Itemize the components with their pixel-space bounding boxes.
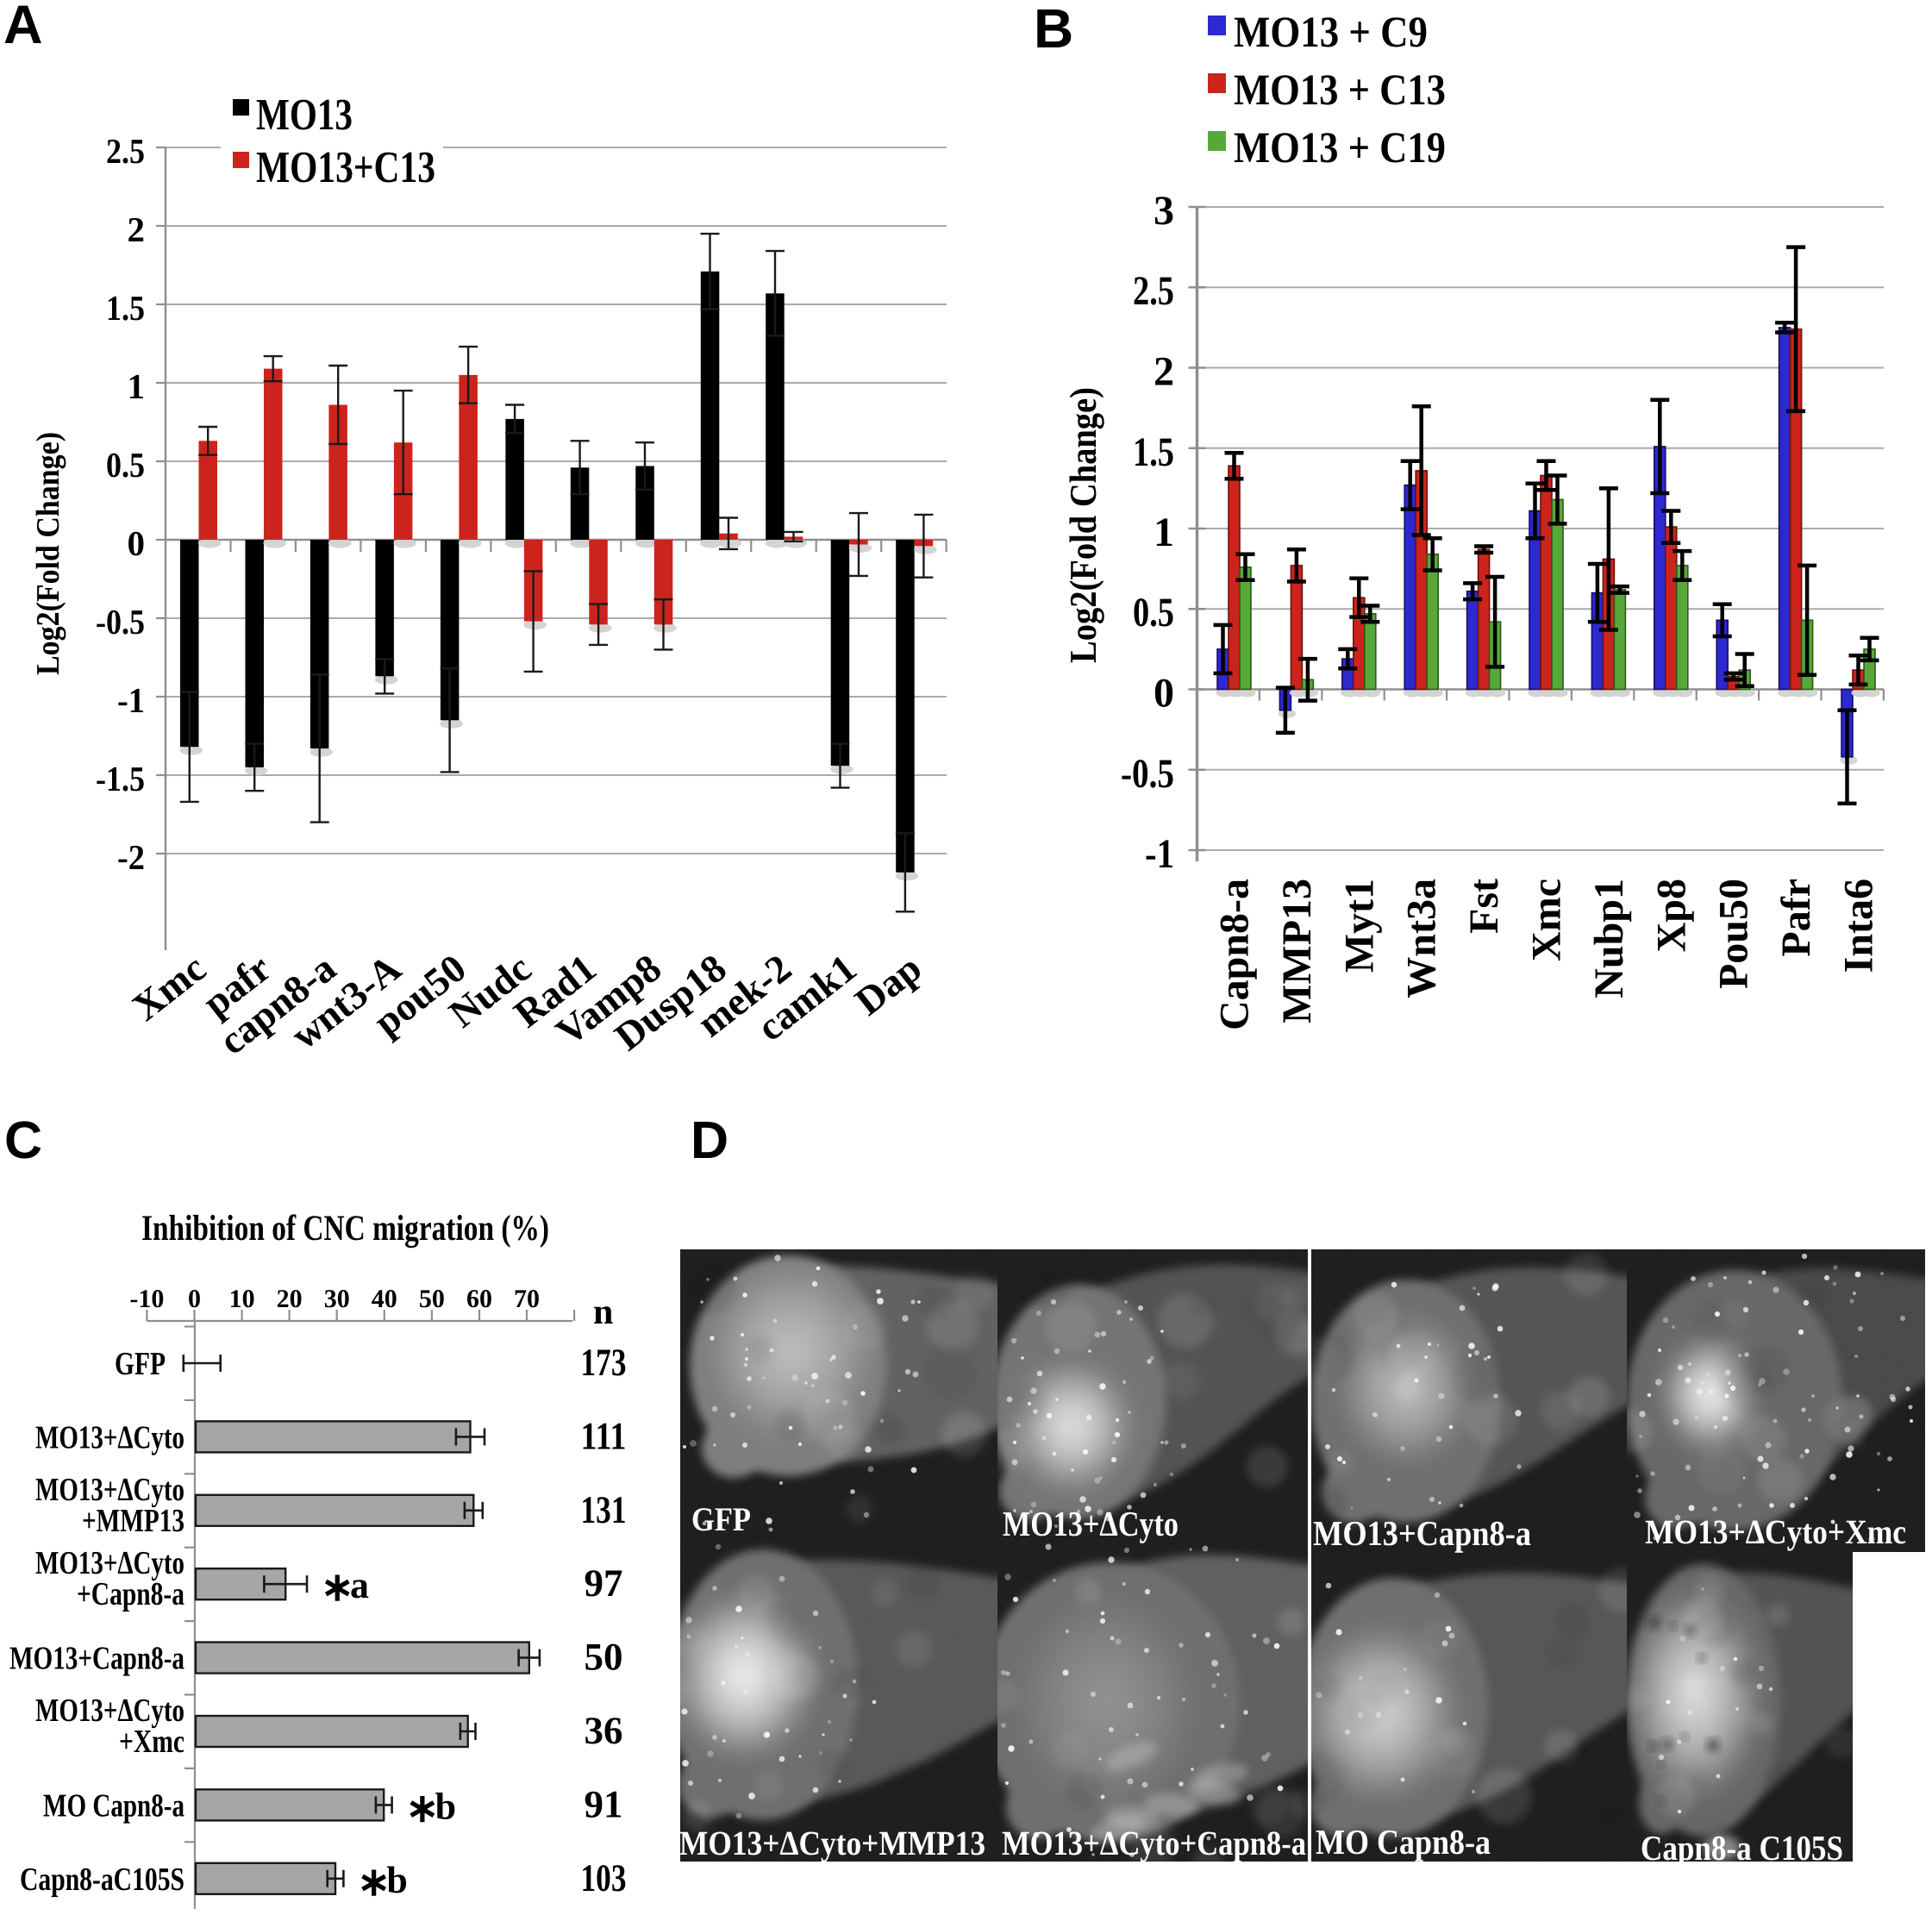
svg-text:-1.5: -1.5: [96, 759, 145, 798]
svg-text:2.5: 2.5: [106, 131, 145, 171]
svg-text:-2: -2: [117, 837, 145, 877]
svg-text:+Capn8-a: +Capn8-a: [77, 1576, 184, 1612]
svg-text:1.5: 1.5: [1133, 429, 1174, 475]
svg-text:111: 111: [581, 1414, 627, 1457]
svg-text:-1: -1: [1145, 831, 1174, 877]
svg-text:0.5: 0.5: [1133, 590, 1174, 635]
svg-text:A: A: [3, 0, 43, 55]
svg-text:0.5: 0.5: [106, 445, 145, 485]
svg-text:∗: ∗: [357, 1860, 391, 1904]
svg-text:Capn8-a C105S: Capn8-a C105S: [1641, 1828, 1843, 1868]
svg-text:∗: ∗: [321, 1565, 354, 1609]
svg-text:MO13: MO13: [256, 91, 353, 140]
svg-text:36: 36: [585, 1709, 623, 1752]
svg-text:MO Capn8-a: MO Capn8-a: [43, 1787, 184, 1824]
svg-text:MO13+ΔCyto+Xmc: MO13+ΔCyto+Xmc: [1645, 1512, 1906, 1551]
svg-text:173: 173: [581, 1341, 627, 1384]
svg-text:1.5: 1.5: [106, 288, 145, 328]
svg-text:MO13+Capn8-a: MO13+Capn8-a: [1313, 1513, 1531, 1553]
svg-text:MO13+ΔCyto+Capn8-a: MO13+ΔCyto+Capn8-a: [1002, 1824, 1306, 1862]
svg-text:B: B: [1034, 0, 1073, 59]
svg-text:10: 10: [229, 1285, 255, 1313]
svg-text:Capn8-aC105S: Capn8-aC105S: [20, 1862, 184, 1898]
svg-text:D: D: [691, 1111, 728, 1169]
svg-text:MO13+ΔCyto: MO13+ΔCyto: [35, 1419, 184, 1455]
svg-text:MO13+ΔCyto: MO13+ΔCyto: [35, 1472, 184, 1508]
svg-text:Log2(Fold Change): Log2(Fold Change): [1062, 387, 1104, 663]
svg-text:0: 0: [188, 1285, 201, 1313]
svg-text:2: 2: [128, 210, 146, 249]
svg-text:0: 0: [1154, 671, 1174, 717]
svg-text:Myt1: Myt1: [1336, 879, 1382, 973]
svg-text:-10: -10: [129, 1285, 164, 1313]
svg-text:Fst: Fst: [1461, 879, 1507, 934]
svg-text:MO13+C13: MO13+C13: [256, 143, 435, 192]
svg-text:MO13+ΔCyto: MO13+ΔCyto: [35, 1693, 184, 1729]
svg-text:1: 1: [128, 366, 146, 406]
svg-text:3: 3: [1154, 188, 1174, 234]
svg-text:-1: -1: [117, 680, 145, 720]
svg-text:Pou50: Pou50: [1711, 879, 1757, 989]
svg-text:C: C: [4, 1111, 42, 1169]
svg-text:MO Capn8-a: MO Capn8-a: [1316, 1822, 1491, 1862]
svg-text:103: 103: [581, 1856, 627, 1899]
svg-text:2.5: 2.5: [1133, 268, 1174, 314]
svg-text:-0.5: -0.5: [96, 602, 145, 641]
svg-text:1: 1: [1154, 510, 1174, 555]
svg-text:40: 40: [372, 1285, 397, 1313]
svg-text:131: 131: [581, 1488, 627, 1531]
svg-text:a: a: [350, 1564, 369, 1606]
svg-text:60: 60: [466, 1285, 492, 1313]
svg-text:Xmc: Xmc: [1524, 879, 1570, 961]
svg-text:MO13+ΔCyto+MMP13: MO13+ΔCyto+MMP13: [679, 1824, 985, 1862]
svg-text:0: 0: [128, 523, 146, 563]
svg-text:b: b: [435, 1785, 456, 1827]
svg-text:MO13+Capn8-a: MO13+Capn8-a: [9, 1641, 184, 1677]
svg-text:30: 30: [324, 1285, 350, 1313]
svg-text:MO13+ΔCyto: MO13+ΔCyto: [1003, 1504, 1179, 1543]
svg-text:GFP: GFP: [115, 1346, 166, 1382]
svg-text:50: 50: [585, 1636, 623, 1679]
svg-text:20: 20: [277, 1285, 303, 1313]
svg-text:MMP13: MMP13: [1274, 879, 1320, 1023]
svg-text:97: 97: [585, 1561, 623, 1605]
svg-text:MO13 + C19: MO13 + C19: [1234, 124, 1446, 172]
svg-text:b: b: [386, 1859, 407, 1901]
svg-text:Inhibition of CNC migration (%: Inhibition of CNC migration (%): [141, 1209, 549, 1249]
svg-text:Pafr: Pafr: [1773, 879, 1819, 957]
svg-text:Log2(Fold Change): Log2(Fold Change): [30, 432, 66, 675]
svg-text:50: 50: [419, 1285, 445, 1313]
svg-text:∗: ∗: [406, 1786, 440, 1830]
svg-text:-0.5: -0.5: [1121, 751, 1174, 797]
svg-text:Capn8-a: Capn8-a: [1212, 879, 1258, 1030]
svg-text:+Xmc: +Xmc: [119, 1724, 184, 1760]
svg-text:Wnt3a: Wnt3a: [1399, 879, 1445, 998]
svg-text:Inta6: Inta6: [1836, 879, 1882, 973]
svg-text:70: 70: [514, 1285, 540, 1313]
svg-text:+MMP13: +MMP13: [82, 1503, 184, 1539]
svg-text:2: 2: [1154, 349, 1174, 395]
svg-text:MO13 + C9: MO13 + C9: [1234, 9, 1428, 57]
svg-text:91: 91: [585, 1782, 623, 1825]
svg-text:GFP: GFP: [691, 1501, 751, 1538]
svg-text:Xp8: Xp8: [1648, 879, 1694, 952]
svg-text:Nubp1: Nubp1: [1586, 879, 1632, 998]
svg-text:n: n: [593, 1292, 613, 1332]
svg-text:MO13+ΔCyto: MO13+ΔCyto: [35, 1545, 184, 1581]
svg-text:MO13 + C13: MO13 + C13: [1234, 66, 1446, 115]
